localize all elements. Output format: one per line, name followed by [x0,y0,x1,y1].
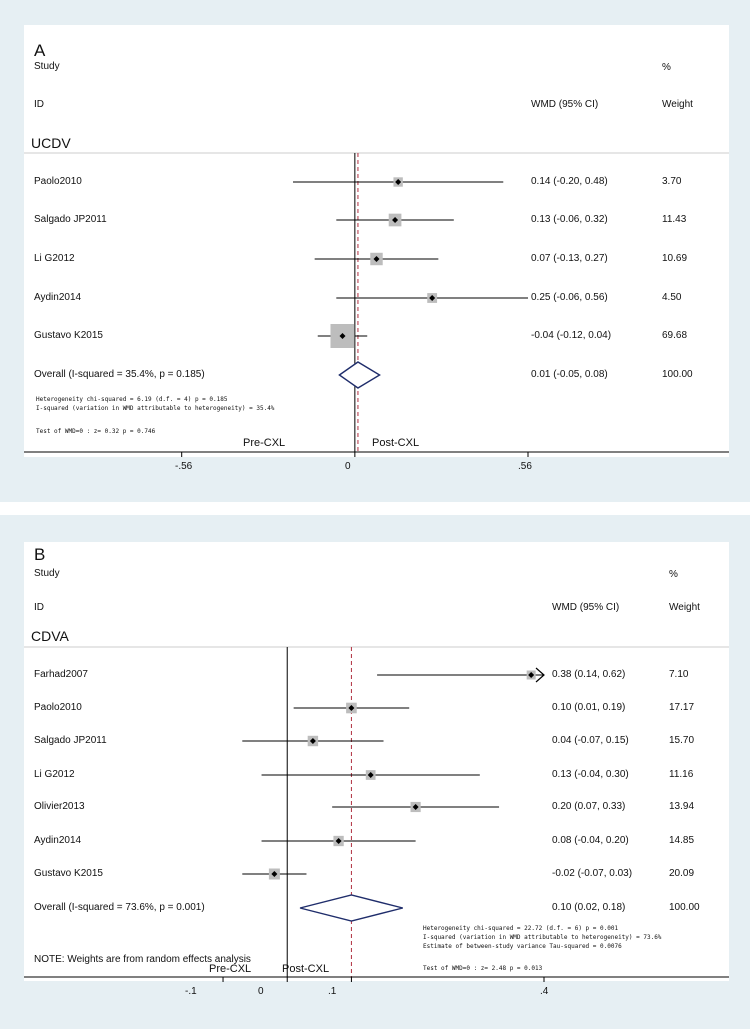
panel-a-pre-cxl-label: Pre-CXL [243,437,286,449]
panel-a-study-ci: 0.13 (-0.06, 0.32) [531,214,608,225]
panel-a-id-header: ID [34,99,44,110]
panel-a-effect-header: WMD (95% CI) [531,99,599,110]
panel-b-study-weight: 7.10 [669,669,689,680]
panel-a-study-name: Paolo2010 [34,176,82,187]
panel-a-pct-header: % [662,62,671,73]
panel-b-footnote: NOTE: Weights are from random effects an… [34,954,251,965]
panel-b-study-ci: -0.02 (-0.07, 0.03) [552,868,633,879]
study-point-estimate [348,705,355,711]
panel-b-effect-header: WMD (95% CI) [552,602,620,613]
panel-a-study-header: Study [34,61,60,72]
panel-a-study-weight: 3.70 [662,176,682,187]
panel-b-study-header: Study [34,568,60,579]
panel-a-study-ci: 0.25 (-0.06, 0.56) [531,292,608,303]
panel-a-study-weight: 69.68 [662,330,688,341]
study-point-estimate [412,804,419,810]
panel-b-overall-weight: 100.00 [669,902,700,913]
panel-a-post-cxl-label: Post-CXL [372,437,420,449]
panel-b-xtick-label: -.1 [185,986,197,997]
study-point-estimate [528,672,535,678]
study-point-estimate [309,738,316,744]
panel-a-test-note: Test of WMD=0 : z= 0.32 p = 0.746 [36,428,156,435]
panel-b-study-name: Aydin2014 [34,835,82,846]
study-point-estimate [429,295,436,301]
panel-b-pct-header: % [669,569,678,580]
panel-a-study-name: Aydin2014 [34,292,82,303]
panel-a-xtick-label: .56 [518,461,532,472]
panel-b-tau-note: Estimate of between-study variance Tau-s… [423,943,622,950]
panel-b-xtick-label: .4 [540,986,549,997]
panel-b-heterogeneity-note: Heterogeneity chi-squared = 22.72 (d.f. … [423,925,619,932]
panel-b-study-weight: 15.70 [669,735,695,746]
panel-a-study-weight: 11.43 [662,214,687,225]
study-point-estimate [392,217,399,223]
panel-b-study-name: Paolo2010 [34,702,82,713]
panel-b-study-name: Olivier2013 [34,801,85,812]
panel-b-study-ci: 0.38 (0.14, 0.62) [552,669,626,680]
panel-a-heterogeneity-note: Heterogeneity chi-squared = 6.19 (d.f. =… [36,396,228,403]
panel-a-weight-header: Weight [662,99,693,110]
panel-b-study-ci: 0.08 (-0.04, 0.20) [552,835,629,846]
panel-a-study-weight: 10.69 [662,253,688,264]
panel-b-study-weight: 17.17 [669,702,695,713]
panel-a-study-weight: 4.50 [662,292,682,303]
study-point-estimate [395,179,402,185]
panel-a-study-name: Gustavo K2015 [34,330,103,341]
panel-b-study-weight: 14.85 [669,835,695,846]
panel-b-study-name: Li G2012 [34,769,75,780]
study-point-estimate [271,871,278,877]
panel-a-study-ci: 0.07 (-0.13, 0.27) [531,253,608,264]
panel-b-study-name: Salgado JP2011 [34,735,107,746]
ci-arrow [535,667,545,683]
panel-b-study-name: Gustavo K2015 [34,868,103,879]
study-point-estimate [367,772,374,778]
panel-a-overall-ci: 0.01 (-0.05, 0.08) [531,369,608,380]
panel-b-overall-name: Overall (I-squared = 73.6%, p = 0.001) [34,902,205,913]
panel-b-study-ci: 0.20 (0.07, 0.33) [552,801,626,812]
panel-a-xtick-label: -.56 [175,461,193,472]
panel-b-study-name: Farhad2007 [34,669,88,680]
study-point-estimate [335,838,342,844]
panel-b-post-cxl-label: Post-CXL [282,963,330,975]
panel-b-test-note: Test of WMD=0 : z= 2.48 p = 0.013 [423,965,543,972]
panel-a-forest-plot [24,152,729,457]
panel-b-xtick-label: 0 [258,986,264,997]
panel-a-isquared-note: I-squared (variation in WMD attributable… [36,405,275,412]
panel-a-plot-area [24,25,729,457]
panel-b-study-weight: 20.09 [669,868,695,879]
panel-b-isquared-note: I-squared (variation in WMD attributable… [423,934,662,941]
panel-b-letter: B [34,545,46,564]
panel-a-section-label: UCDV [31,135,71,151]
overall-diamond [338,361,381,389]
panel-b-weight-header: Weight [669,602,700,613]
panel-b-xtick-label: .1 [328,986,337,997]
overall-diamond [299,894,403,922]
panel-b-section-label: CDVA [31,628,69,644]
panel-a-study-name: Li G2012 [34,253,75,264]
panel-b-study-ci: 0.10 (0.01, 0.19) [552,702,626,713]
panel-a-study-ci: -0.04 (-0.12, 0.04) [531,330,612,341]
study-point-estimate [339,333,346,339]
panel-a-study-name: Salgado JP2011 [34,214,107,225]
panel-b-overall-ci: 0.10 (0.02, 0.18) [552,902,626,913]
panel-a-overall-name: Overall (I-squared = 35.4%, p = 0.185) [34,369,205,380]
panel-b-pre-cxl-label: Pre-CXL [209,963,252,975]
panel-a-overall-weight: 100.00 [662,369,693,380]
panel-b-id-header: ID [34,602,44,613]
panel-b-study-ci: 0.04 (-0.07, 0.15) [552,735,629,746]
panel-a-letter: A [34,41,46,60]
panel-b-study-weight: 13.94 [669,801,695,812]
study-point-estimate [373,256,380,262]
panel-a-xtick-label: 0 [345,461,351,472]
panel-b-study-weight: 11.16 [669,769,694,780]
panel-a-study-ci: 0.14 (-0.20, 0.48) [531,176,608,187]
panel-b-study-ci: 0.13 (-0.04, 0.30) [552,769,629,780]
